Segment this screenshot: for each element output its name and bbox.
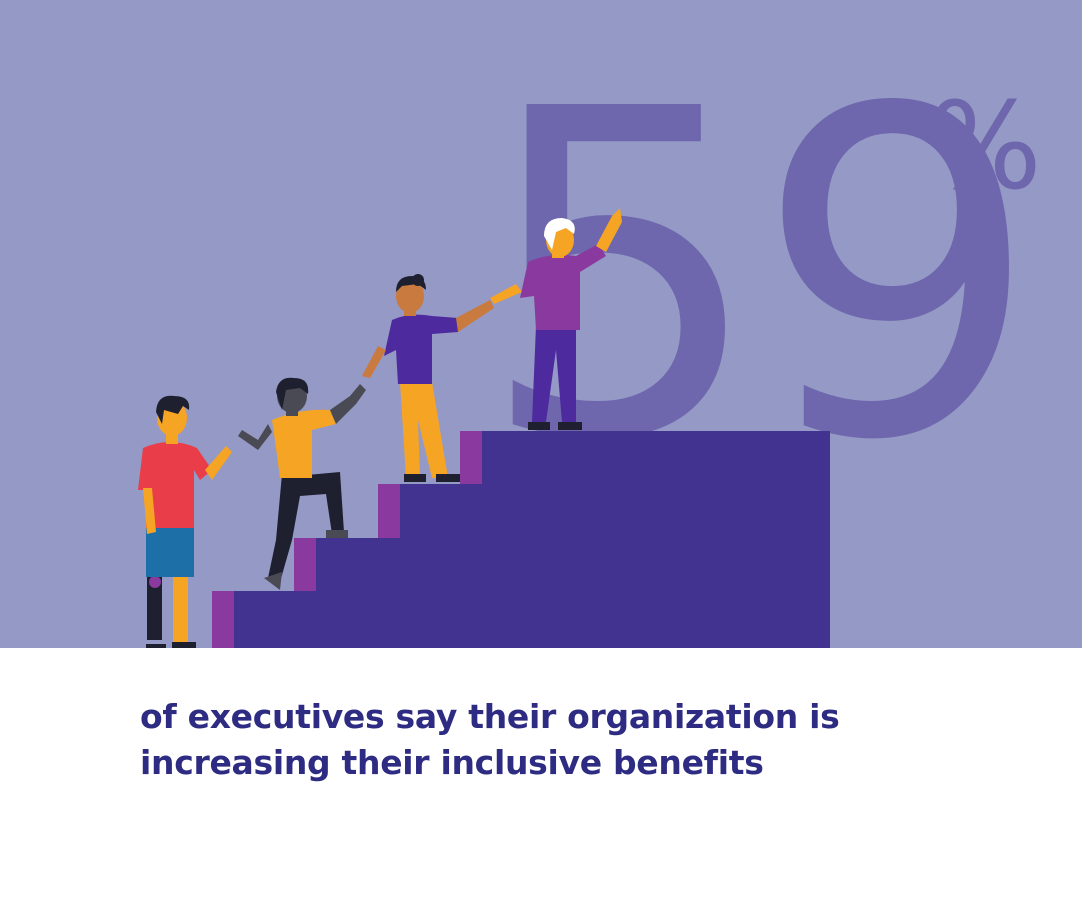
staircase-icon xyxy=(212,431,830,648)
person-reaching-up-icon xyxy=(490,208,622,430)
stat-unit: % xyxy=(928,78,1043,217)
person-prosthetic-leg-icon xyxy=(138,395,232,648)
person-helping-icon xyxy=(362,274,494,482)
person-climbing-icon xyxy=(238,377,366,590)
illustration-svg xyxy=(138,208,830,648)
stat-caption: of executives say their organization is … xyxy=(140,697,840,782)
hero-illustration: 59 % xyxy=(0,0,1082,648)
